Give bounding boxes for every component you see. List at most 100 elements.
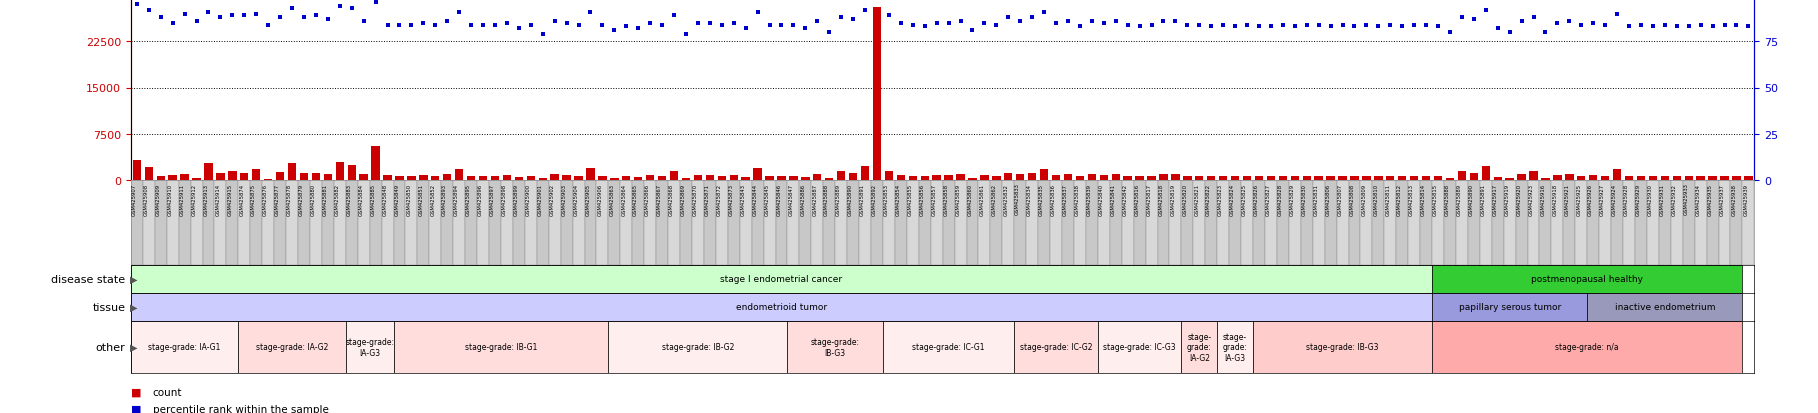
Bar	[764, 180, 776, 266]
Bar	[238, 321, 345, 373]
Bar	[669, 171, 678, 180]
Bar	[1313, 180, 1325, 266]
Text: GSM425819: GSM425819	[1171, 183, 1176, 215]
Text: GSM425865: GSM425865	[633, 183, 638, 215]
Text: GSM425822: GSM425822	[1205, 183, 1211, 215]
Bar	[442, 180, 453, 266]
Point	[1674, 24, 1703, 31]
Bar	[847, 180, 860, 266]
Text: ▶: ▶	[131, 342, 138, 352]
Bar	[884, 321, 1014, 373]
Point	[529, 31, 558, 38]
Bar	[1134, 180, 1145, 266]
Text: GSM425872: GSM425872	[716, 183, 722, 215]
Text: GSM425902: GSM425902	[549, 183, 554, 215]
Bar	[787, 180, 800, 266]
Text: GSM425889: GSM425889	[836, 183, 842, 215]
Bar	[347, 166, 356, 180]
Text: GSM425867: GSM425867	[656, 183, 662, 215]
Point	[945, 19, 974, 25]
Point	[373, 22, 402, 29]
Bar	[395, 176, 404, 180]
Text: GSM425864: GSM425864	[622, 183, 625, 215]
Bar	[969, 178, 976, 180]
Bar	[429, 180, 442, 266]
Bar	[1087, 174, 1096, 180]
Bar	[993, 176, 1000, 180]
Point	[1316, 24, 1345, 31]
Point	[1065, 24, 1094, 31]
Text: GSM425852: GSM425852	[431, 183, 435, 215]
Point	[553, 20, 582, 27]
Point	[887, 20, 916, 27]
Text: GSM425898: GSM425898	[502, 183, 507, 215]
Bar	[1731, 180, 1742, 266]
Point	[624, 26, 653, 33]
Bar	[335, 180, 345, 266]
Bar	[1433, 180, 1443, 266]
Bar	[1373, 180, 1383, 266]
Bar	[238, 180, 251, 266]
Text: GSM425873: GSM425873	[729, 183, 734, 215]
Bar	[894, 180, 907, 266]
Bar	[1122, 180, 1134, 266]
Point	[851, 7, 880, 14]
Point	[1387, 24, 1416, 31]
Point	[994, 15, 1024, 21]
Point	[827, 15, 856, 21]
Point	[1494, 30, 1523, 36]
Bar	[407, 176, 416, 180]
Bar	[300, 174, 309, 180]
Bar	[1516, 180, 1527, 266]
Bar	[191, 180, 202, 266]
Bar	[800, 180, 811, 266]
Bar	[298, 180, 309, 266]
Point	[838, 17, 867, 23]
Bar	[1445, 178, 1454, 180]
Bar	[1136, 177, 1144, 180]
Bar	[834, 180, 847, 266]
Text: GSM425911: GSM425911	[180, 183, 185, 215]
Bar	[873, 8, 882, 180]
Point	[1651, 22, 1680, 29]
Point	[1245, 24, 1274, 31]
Bar	[1576, 176, 1585, 180]
Bar	[1016, 174, 1024, 180]
Bar	[1145, 180, 1158, 266]
Bar	[345, 321, 393, 373]
Text: GSM425916: GSM425916	[1540, 183, 1545, 215]
Bar	[1480, 180, 1493, 266]
Bar	[514, 178, 524, 180]
Bar	[418, 180, 429, 266]
Text: GSM425875: GSM425875	[251, 183, 256, 215]
Bar	[169, 176, 176, 180]
Bar	[1433, 321, 1742, 373]
Bar	[1743, 177, 1753, 180]
Bar	[1184, 176, 1191, 180]
Point	[1627, 22, 1656, 29]
Bar	[1589, 176, 1598, 180]
Point	[1196, 24, 1225, 31]
Bar	[1218, 180, 1229, 266]
Bar	[382, 180, 393, 266]
Bar	[836, 171, 845, 180]
Text: GSM425919: GSM425919	[1505, 183, 1509, 215]
Text: GSM425920: GSM425920	[1516, 183, 1522, 215]
Bar	[1505, 178, 1514, 180]
Text: GSM425905: GSM425905	[585, 183, 591, 215]
Text: GSM425840: GSM425840	[1098, 183, 1104, 215]
Bar	[729, 176, 738, 180]
Text: GSM425834: GSM425834	[1027, 183, 1033, 215]
Text: endometrioid tumor: endometrioid tumor	[736, 303, 827, 312]
Point	[982, 22, 1011, 29]
Bar	[680, 180, 693, 266]
Text: GSM425823: GSM425823	[1218, 183, 1224, 215]
Text: GSM425816: GSM425816	[1134, 183, 1140, 215]
Point	[1136, 22, 1165, 29]
Bar	[622, 177, 631, 180]
Bar	[1673, 177, 1682, 180]
Point	[1364, 24, 1393, 31]
Bar	[1694, 180, 1707, 266]
Text: GSM425899: GSM425899	[514, 183, 518, 215]
Bar	[753, 169, 762, 180]
